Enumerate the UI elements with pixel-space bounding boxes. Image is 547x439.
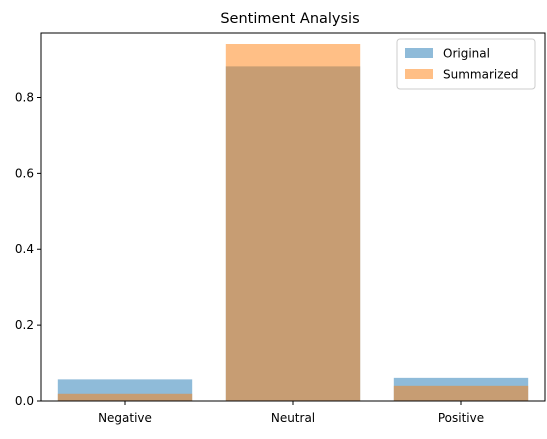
x-axis: Negative Neutral Positive	[98, 401, 484, 425]
legend-label-summarized: Summarized	[443, 68, 519, 82]
bars-layer	[57, 44, 529, 402]
bar-summarized-positive	[393, 385, 529, 401]
chart-title: Sentiment Analysis	[220, 11, 359, 27]
legend-swatch-summarized	[405, 69, 433, 79]
legend: Original Summarized	[396, 38, 536, 90]
y-axis: 0.0 0.2 0.4 0.6 0.8	[15, 90, 41, 408]
y-tick-label: 0.0	[15, 394, 34, 408]
x-tick-label: Positive	[438, 411, 484, 425]
bar-summarized-negative	[57, 393, 193, 401]
legend-label-original: Original	[443, 47, 490, 61]
x-tick-label: Negative	[98, 411, 152, 425]
y-tick-label: 0.8	[15, 90, 34, 104]
x-tick-label: Neutral	[271, 411, 315, 425]
y-tick-label: 0.2	[15, 318, 34, 332]
legend-swatch-original	[405, 48, 433, 58]
bar-summarized-neutral	[225, 44, 361, 401]
y-tick-label: 0.4	[15, 242, 34, 256]
plot-frame	[40, 32, 546, 402]
y-tick-label: 0.6	[15, 166, 34, 180]
